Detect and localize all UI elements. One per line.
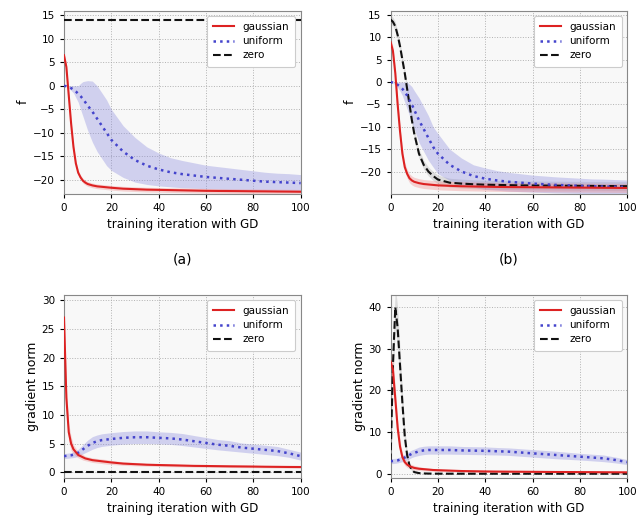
X-axis label: training iteration with GD: training iteration with GD: [433, 502, 584, 516]
Text: (a): (a): [173, 253, 192, 267]
X-axis label: training iteration with GD: training iteration with GD: [107, 502, 258, 516]
X-axis label: training iteration with GD: training iteration with GD: [433, 218, 584, 232]
Legend: gaussian, uniform, zero: gaussian, uniform, zero: [207, 16, 296, 67]
Legend: gaussian, uniform, zero: gaussian, uniform, zero: [207, 300, 296, 350]
X-axis label: training iteration with GD: training iteration with GD: [107, 218, 258, 232]
Y-axis label: f: f: [344, 100, 356, 105]
Legend: gaussian, uniform, zero: gaussian, uniform, zero: [534, 300, 622, 350]
Legend: gaussian, uniform, zero: gaussian, uniform, zero: [534, 16, 622, 67]
Y-axis label: gradient norm: gradient norm: [353, 341, 365, 431]
Text: (b): (b): [499, 253, 519, 267]
Y-axis label: f: f: [17, 100, 30, 105]
Y-axis label: gradient norm: gradient norm: [26, 341, 39, 431]
